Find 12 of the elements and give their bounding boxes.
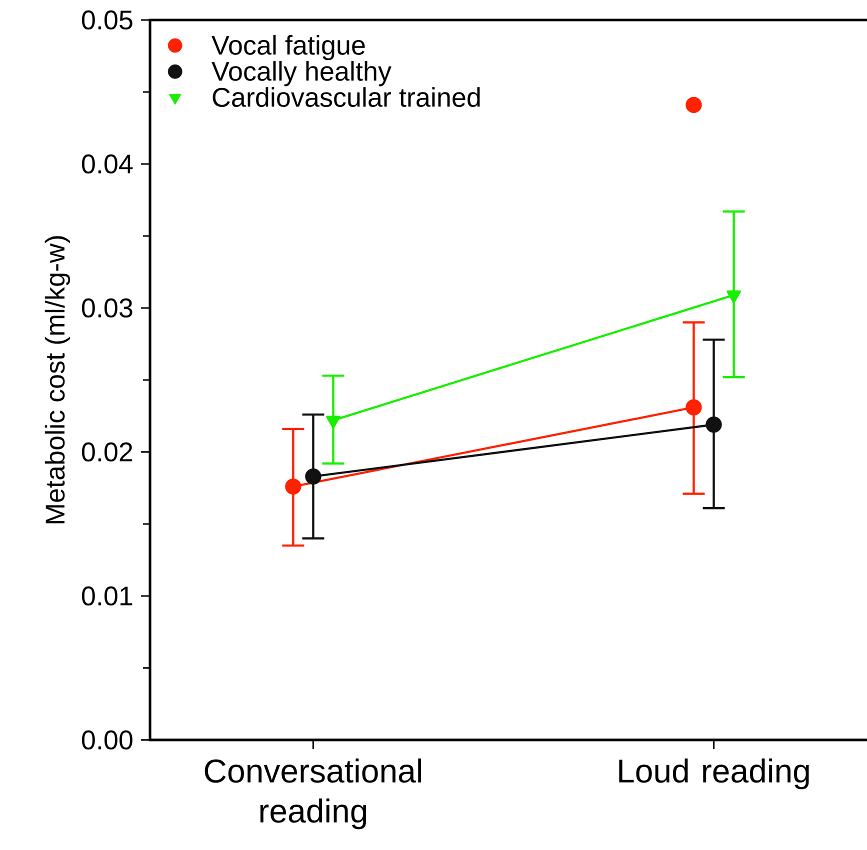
- y-tick-label: 0.00: [82, 730, 132, 750]
- y-tick-label: 0.01: [82, 586, 132, 606]
- x-tick-label: Conversational reading: [204, 758, 422, 830]
- legend-label: Vocal fatigue: [212, 34, 365, 60]
- y-tick-label: 0.03: [82, 298, 132, 318]
- y-tick-label: 0.02: [82, 442, 132, 462]
- y-tick-label: 0.05: [82, 10, 132, 30]
- y-tick-label: 0.04: [82, 154, 133, 174]
- y-axis-title: Metabolic cost (ml/kg-w): [44, 236, 70, 524]
- legend-label: Cardiovascular trained: [212, 87, 480, 107]
- x-tick-label: Loud reading: [619, 758, 809, 790]
- legend-label: Vocally healthy: [212, 61, 392, 86]
